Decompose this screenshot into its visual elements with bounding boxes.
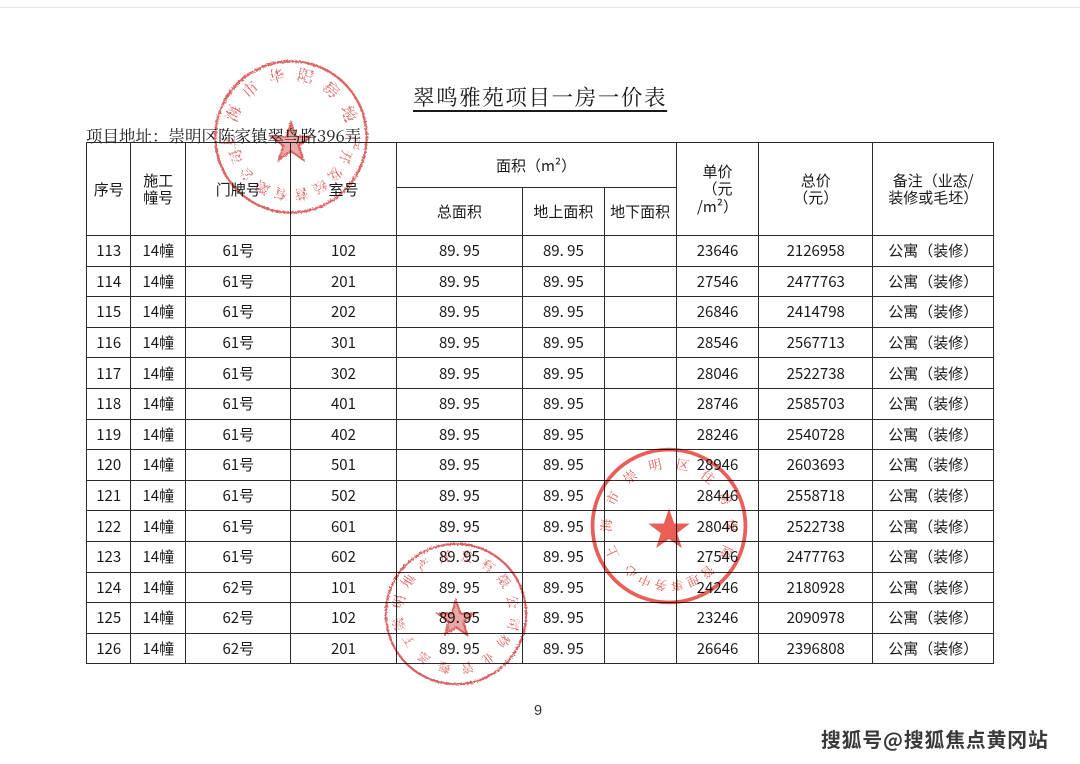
svg-text:开: 开 [436, 546, 453, 567]
svg-text:保: 保 [723, 519, 742, 533]
svg-text:障: 障 [715, 543, 738, 563]
svg-text:上: 上 [215, 133, 240, 151]
svg-text:司: 司 [504, 616, 525, 632]
svg-text:理: 理 [437, 658, 452, 677]
svg-text:明: 明 [388, 593, 409, 610]
svg-text:发: 发 [324, 163, 348, 187]
svg-text:发: 发 [459, 546, 476, 567]
svg-text:市: 市 [601, 488, 624, 508]
svg-text:海: 海 [218, 101, 246, 125]
svg-text:区: 区 [674, 454, 691, 475]
svg-text:公: 公 [234, 163, 258, 187]
svg-text:崇: 崇 [387, 616, 408, 632]
svg-text:明: 明 [646, 454, 663, 475]
svg-text:业: 业 [478, 648, 498, 669]
svg-text:限: 限 [250, 176, 272, 200]
svg-text:营: 营 [292, 184, 309, 206]
svg-text:房: 房 [319, 74, 347, 103]
svg-text:经: 经 [309, 176, 331, 200]
svg-text:市: 市 [236, 74, 264, 103]
svg-text:崇: 崇 [619, 465, 641, 488]
svg-text:房: 房 [714, 488, 737, 508]
svg-text:管: 管 [460, 658, 475, 677]
svg-text:丁: 丁 [398, 632, 419, 651]
svg-text:务: 务 [653, 576, 668, 596]
svg-text:阳: 阳 [295, 62, 316, 89]
svg-text:有: 有 [272, 184, 289, 206]
svg-text:地: 地 [336, 101, 364, 125]
svg-text:理: 理 [684, 570, 703, 592]
svg-text:公: 公 [503, 593, 524, 610]
svg-text:上: 上 [600, 543, 623, 563]
svg-text:住: 住 [697, 465, 719, 488]
svg-text:海: 海 [596, 518, 615, 532]
svg-text:华: 华 [265, 62, 286, 89]
svg-text:物: 物 [493, 632, 514, 651]
svg-text:事: 事 [669, 576, 684, 596]
svg-text:心: 心 [619, 561, 641, 583]
svg-text:部: 部 [414, 648, 434, 669]
